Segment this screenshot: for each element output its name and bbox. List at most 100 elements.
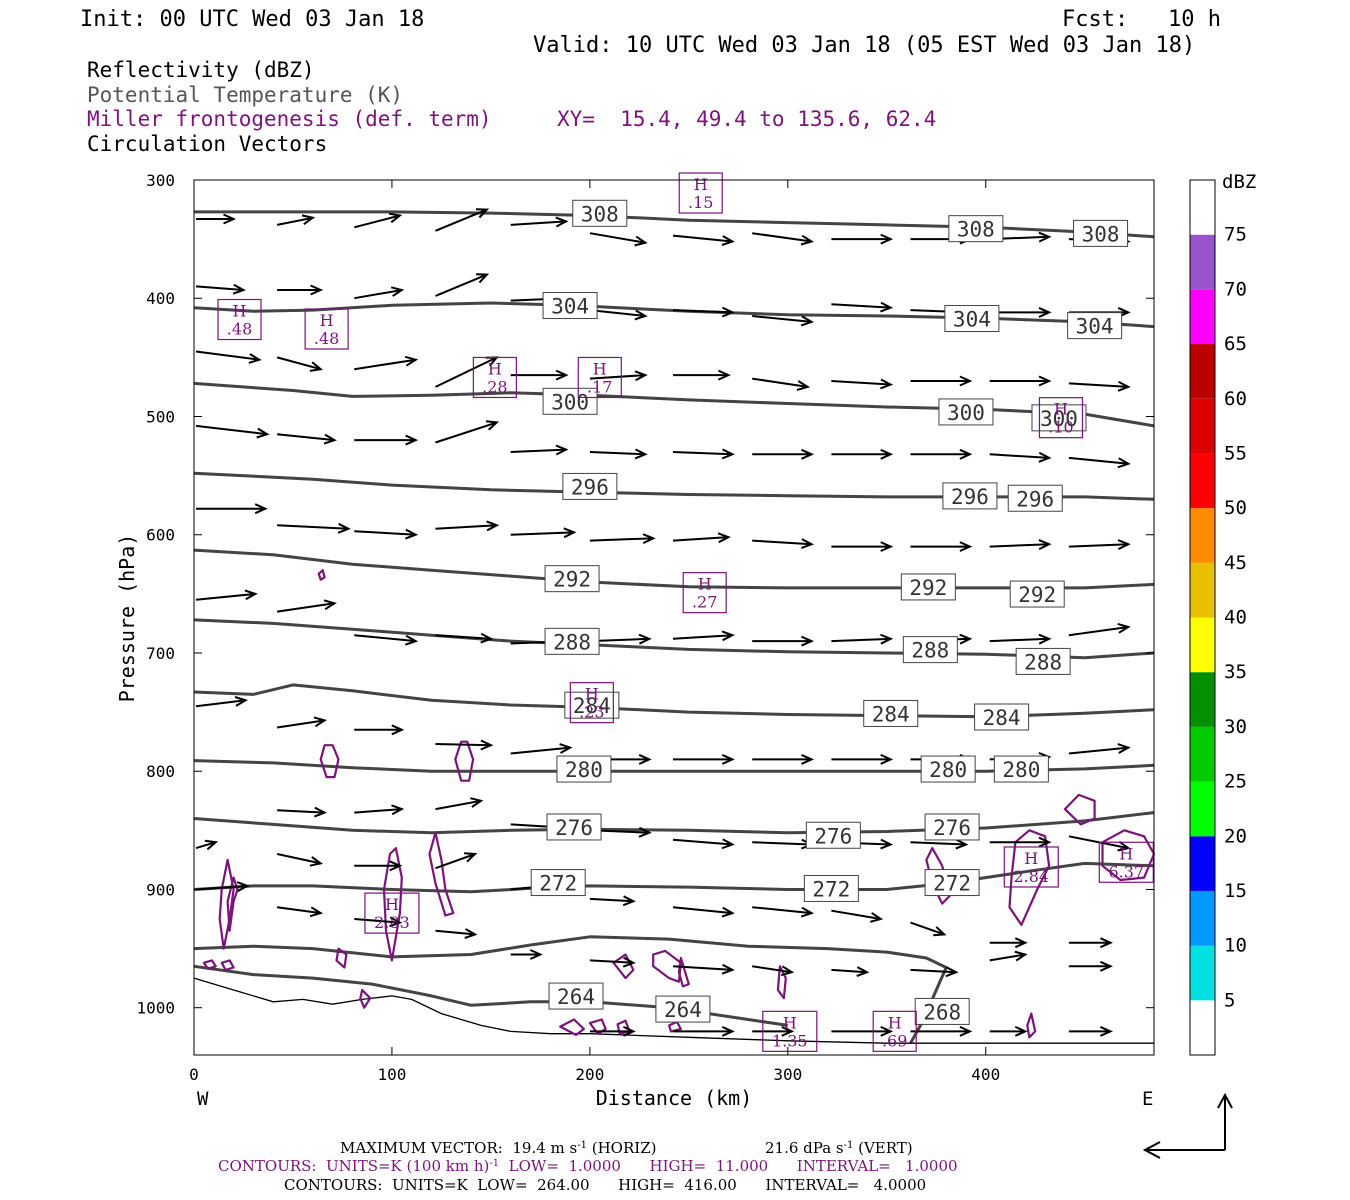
circulation-vector [989,836,1052,848]
circulation-vector [672,906,735,918]
colorbar-level-label: 30 [1224,716,1247,738]
frontogenesis-max-box [304,308,349,350]
circulation-vector [435,739,494,751]
circulation-vector [589,895,636,907]
circulation-vector [672,630,735,642]
frontogenesis-contour [1063,793,1096,826]
frontogenesis-max-label: H [233,302,247,321]
colorbar-level-label: 60 [1224,388,1247,410]
circulation-vector [510,216,569,228]
legend-xy-endpoints: XY= 15.4, 49.4 to 135.6, 62.4 [557,107,936,131]
theta-label: 276 [555,816,593,840]
circulation-vector [831,909,884,923]
frontogenesis-max-value: 1.35 [772,1031,808,1050]
theta-label: 292 [1018,583,1056,607]
y-axis-label: Pressure (hPa) [115,534,139,703]
y-tick-label: 700 [146,644,175,663]
theta-label-box [1073,219,1129,247]
colorbar-level-label: 50 [1224,497,1247,519]
circulation-vector [1068,743,1131,755]
theta-label: 304 [953,308,991,332]
theta-label-box [900,573,956,601]
colorbar-segment [1190,562,1215,618]
theta-label: 272 [539,872,577,896]
circulation-vector [195,696,248,708]
frontogenesis-contour [668,1020,682,1033]
frontogenesis-max-box [1098,841,1154,883]
circulation-vector [354,860,403,872]
theta-label-box [993,755,1049,783]
theta-contour-308 [194,210,1155,239]
circulation-vector [1068,1025,1113,1037]
circulation-vector [672,448,735,460]
circulation-vector [589,232,648,247]
theta-label: 280 [1002,758,1040,782]
circulation-vector [510,743,573,755]
frontogenesis-contour [335,947,348,969]
theta-label-box [556,755,612,783]
legend-circulation-vectors: Circulation Vectors [87,132,327,156]
frontogenesis-max-box [682,572,727,614]
colorbar-segment [1190,617,1215,673]
frontogenesis-contour [359,988,372,1009]
theta-label: 268 [923,1000,961,1024]
circulation-vector [435,273,490,297]
colorbar-level-label: 5 [1224,989,1235,1011]
colorbar-level-label: 20 [1224,825,1247,847]
circulation-vector [831,378,894,390]
theta-label: 280 [565,758,603,782]
theta-label: 300 [947,401,985,425]
y-tick-label: 800 [146,762,175,781]
colorbar-level-label: 35 [1224,661,1247,683]
frontogenesis-contour [588,1018,607,1035]
theta-label: 284 [983,706,1021,730]
frontogenesis-max-value: .27 [692,593,717,612]
circulation-vector [910,966,959,978]
frontogenesis-contour [1026,1012,1037,1039]
frontogenesis-max-label: H [694,175,708,194]
y-tick-label: 900 [146,880,175,899]
valid-time: Valid: 10 UTC Wed 03 Jan 18 (05 EST Wed … [533,33,1195,58]
frontogenesis-max-box [1038,397,1084,439]
theta-label: 264 [664,998,702,1022]
circulation-vector [831,753,894,765]
theta-label-box [974,703,1030,731]
theta-contour-268 [193,935,948,1044]
init-time: Init: 00 UTC Wed 03 Jan 18 [80,7,424,32]
colorbar-segment [1190,234,1215,290]
circulation-vector [510,444,569,456]
circulation-vector [435,420,500,444]
circulation-vector [752,635,815,647]
circulation-vector [910,1025,973,1037]
theta-label: 308 [1082,222,1120,246]
theta-label-box [944,305,1000,333]
circulation-vector [276,214,316,226]
frontogenesis-contour [559,1018,585,1036]
frontogenesis-contour [202,959,217,970]
theta-label-box [863,699,919,727]
theta-contour-292 [193,548,1155,590]
theta-label-box [1031,404,1087,432]
x-tick-label: 300 [773,1065,802,1084]
colorbar-level-label: 65 [1224,333,1247,355]
theta-label-box [1015,647,1071,675]
circulation-vector [752,538,815,550]
circulation-vector [831,966,870,977]
theta-label-box [902,636,958,664]
theta-label: 304 [1076,315,1114,339]
x-tick-label: 0 [189,1065,199,1084]
circulation-vector [276,599,337,613]
frontogenesis-max-box [217,298,262,341]
circulation-vector [752,753,815,765]
circulation-vector [589,633,652,645]
theta-label: 264 [557,985,595,1009]
circulation-vector [989,539,1052,550]
frontogenesis-max-value: 2.83 [374,913,410,932]
circulation-vector [752,1025,795,1037]
theta-label: 296 [1016,487,1054,511]
colorbar-segment [1190,672,1215,727]
colorbar-level-label: 45 [1224,552,1247,574]
colorbar-unit: dBZ [1222,171,1256,193]
circulation-vector [910,921,947,937]
max-vector-info: MAXIMUM VECTOR: 19.4 m s-1 (HORIZ) 21.6 d… [340,1139,913,1157]
